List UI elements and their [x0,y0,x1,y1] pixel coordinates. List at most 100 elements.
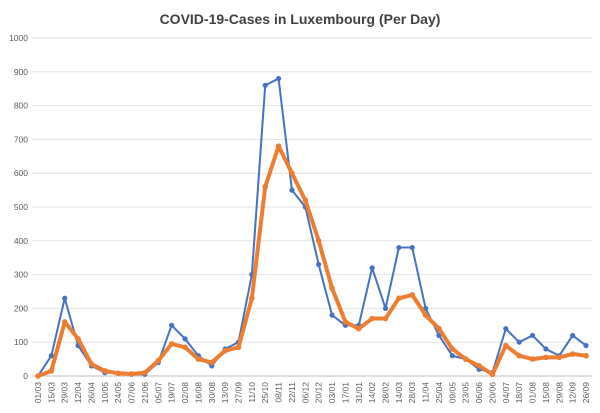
data-point-average [208,359,215,366]
x-tick-label: 12/09 [568,382,578,404]
y-tick-label: 1000 [9,33,28,43]
x-tick-label: 20/12 [314,382,324,404]
y-tick-label: 200 [14,303,28,313]
x-axis-tick-labels: 01/03 15/03 29/03 12/04 26/04 10/05 24/05 07/06… [33,382,591,404]
x-tick-label: 14/03 [394,382,404,404]
x-tick-label: 29/08 [554,382,564,404]
data-point-daily [529,332,536,339]
data-point-daily [62,295,68,301]
x-tick-label: 11/10 [247,382,257,403]
series-layer [35,75,589,379]
data-point-average [61,319,68,325]
x-tick-label: 11/04 [421,382,431,403]
x-tick-label: 08/11 [274,382,284,403]
x-tick-label: 27/09 [233,382,243,404]
data-point-daily [503,326,509,332]
x-tick-label: 25/04 [434,382,444,404]
data-point-daily [316,261,322,268]
data-point-daily [516,339,522,345]
data-point-average [275,143,282,149]
data-point-average [355,325,362,332]
x-tick-label: 01/03 [33,382,43,404]
x-tick-label: 03/01 [327,382,337,404]
y-tick-label: 300 [14,270,28,280]
data-point-average [449,346,456,352]
x-tick-label: 26/04 [86,382,96,404]
x-tick-label: 09/05 [447,382,457,404]
x-tick-label: 10/05 [100,382,110,404]
x-tick-label: 31/01 [354,382,364,404]
data-point-average [476,363,482,369]
y-tick-label: 0 [23,371,28,381]
y-tick-label: 100 [14,337,28,347]
y-tick-label: 900 [14,67,28,77]
x-tick-label: 02/08 [180,382,190,404]
data-point-average [516,352,522,359]
data-point-average [262,183,269,190]
data-point-average [128,371,135,377]
x-tick-label: 22/11 [287,382,297,403]
data-point-average [155,357,162,364]
data-point-average [503,342,509,349]
x-tick-label: 29/03 [60,382,70,404]
x-tick-label: 17/01 [340,382,350,404]
x-tick-label: 15/08 [541,382,551,404]
data-point-daily [543,346,549,352]
x-tick-label: 30/08 [207,382,217,404]
x-tick-label: 16/08 [193,382,203,404]
data-point-average [583,352,589,359]
x-tick-label: 26/09 [581,382,591,404]
data-point-daily [409,244,415,251]
x-tick-label: 21/06 [140,382,150,404]
data-point-average [556,354,563,361]
data-point-average [382,315,389,322]
x-tick-label: 13/09 [220,382,230,404]
y-tick-label: 600 [14,168,28,178]
data-point-daily [396,244,402,251]
data-point-average [115,370,121,377]
data-point-average [436,325,442,332]
data-point-daily [48,353,54,359]
data-point-daily [583,342,589,349]
x-tick-label: 24/05 [113,382,123,404]
data-point-average [249,295,255,302]
series-line-average [36,144,588,378]
data-point-daily [369,265,375,271]
data-point-average [195,356,202,362]
x-tick-label: 15/03 [46,382,56,404]
chart-title: COVID-19-Cases in Luxembourg (Per Day) [160,11,441,27]
data-point-average [396,295,402,302]
data-point-average [142,369,148,376]
x-tick-label: 14/02 [367,382,377,404]
data-point-average [462,356,469,362]
x-tick-label: 23/05 [461,382,471,404]
x-tick-label: 06/12 [300,382,310,404]
gridlines [32,37,592,377]
y-tick-label: 400 [14,236,28,246]
data-point-average [302,197,309,204]
data-point-average [369,315,375,322]
x-tick-label: 18/07 [514,382,524,404]
x-tick-label: 19/07 [167,382,177,404]
data-point-average [409,292,416,298]
data-point-daily [382,305,389,311]
data-point-average [168,341,175,347]
x-tick-label: 28/03 [407,382,417,404]
x-tick-label: 28/02 [381,382,391,404]
data-point-daily [169,322,175,328]
data-point-average [569,351,576,357]
data-point-daily [182,336,188,342]
data-point-average [543,354,549,361]
x-tick-label: 06/06 [474,382,484,404]
data-point-average [235,344,242,351]
y-tick-label: 700 [14,134,28,144]
data-point-average [489,371,496,378]
series-line-daily [37,77,587,377]
x-tick-label: 20/06 [487,382,497,404]
data-point-average [48,368,55,374]
data-point-average [342,319,349,325]
data-point-average [329,285,335,291]
data-point-average [35,373,41,379]
x-tick-label: 05/07 [153,382,163,404]
